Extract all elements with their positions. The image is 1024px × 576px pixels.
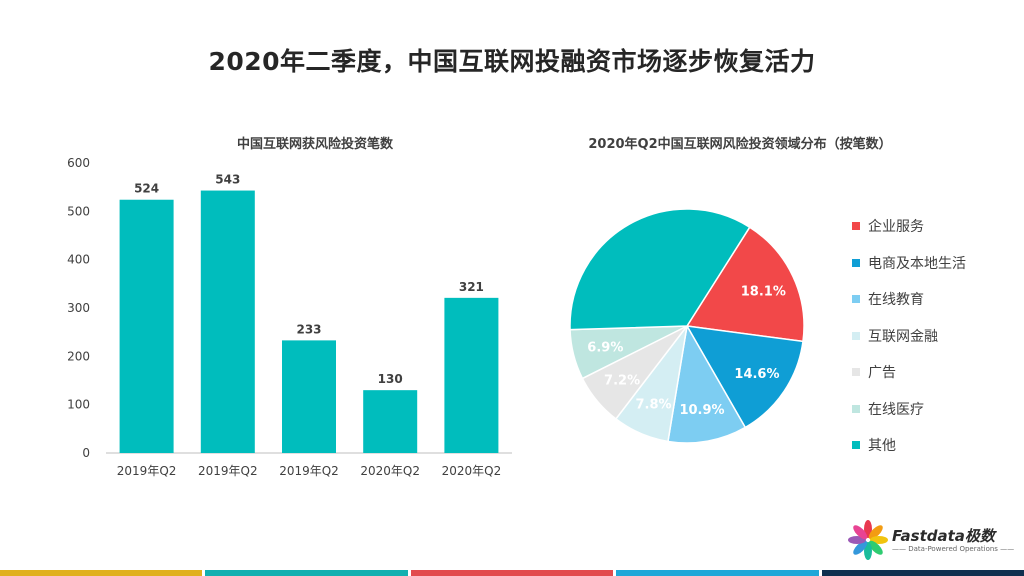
legend-label: 其他 — [868, 438, 896, 455]
legend-item: 电商及本地生活 — [852, 245, 966, 282]
bar-value-label: 233 — [296, 322, 321, 336]
legend-swatch — [852, 331, 860, 340]
x-tick-label: 2019年Q2 — [117, 464, 177, 478]
x-tick-label: 2020年Q2 — [360, 464, 420, 478]
flower-logo-icon — [848, 520, 888, 560]
pie-slice-label: 14.6% — [734, 367, 779, 382]
bar-value-label: 524 — [134, 182, 159, 196]
pie-slice — [570, 208, 751, 331]
legend-swatch — [852, 368, 860, 377]
footer-color-segment — [821, 570, 1024, 576]
legend-swatch — [852, 441, 860, 450]
x-tick-label: 2019年Q2 — [198, 464, 258, 478]
fastdata-logo: Fastdata极数 —— Data-Powered Operations —— — [846, 518, 1014, 566]
footer-color-segment — [0, 570, 203, 576]
x-tick-label: 2019年Q2 — [279, 464, 339, 478]
bar-value-label: 321 — [459, 280, 484, 294]
legend-swatch — [852, 295, 860, 304]
legend-item: 企业服务 — [852, 208, 966, 245]
legend-label: 互联网金融 — [868, 328, 938, 345]
bar — [200, 190, 255, 454]
bar — [444, 297, 499, 453]
pie-slice-label: 18.1% — [741, 284, 786, 299]
legend-swatch — [852, 258, 860, 267]
bar — [363, 390, 418, 453]
y-tick-label: 600 — [67, 156, 90, 170]
legend-item: 其他 — [852, 427, 966, 464]
y-tick-label: 0 — [82, 446, 90, 460]
pie-slice-label: 10.9% — [679, 403, 724, 418]
x-tick-label: 2020年Q2 — [442, 464, 502, 478]
pie-chart: 18.1% 14.6% 10.9% 7.8% 7.2% 6.9% — [570, 208, 805, 444]
bar-value-label: 130 — [378, 372, 403, 386]
legend-label: 在线医疗 — [868, 401, 924, 418]
pie-slice — [685, 325, 804, 429]
pie-slice — [667, 323, 747, 444]
legend-label: 企业服务 — [868, 219, 924, 236]
footer-color-segment — [410, 570, 614, 576]
legend-label: 广告 — [868, 365, 896, 382]
y-tick-label: 300 — [67, 301, 90, 315]
pie-slice — [685, 226, 805, 343]
pie-slice-label: 7.2% — [604, 374, 640, 389]
footer-color-segment — [205, 570, 408, 576]
pie-chart-title: 2020年Q2中国互联网风险投资领域分布（按笔数） — [588, 137, 892, 152]
pie-slice-label: 7.8% — [636, 397, 672, 412]
bar-chart: 0 100 200 300 400 500 600 524 2019年Q2 543 2019年Q2 2… — [67, 156, 512, 478]
bar-chart-title: 中国互联网获风险投资笔数 — [236, 137, 393, 152]
legend-item: 互联网金融 — [852, 318, 966, 355]
bar — [282, 340, 336, 453]
legend-label: 电商及本地生活 — [868, 255, 966, 272]
page-title: 2020年二季度，中国互联网投融资市场逐步恢复活力 — [208, 47, 816, 76]
pie-legend: 企业服务电商及本地生活 在线教育互联网金融广告在线医疗其他 — [852, 208, 966, 464]
y-tick-label: 400 — [67, 253, 90, 267]
bar — [119, 199, 174, 453]
y-tick-label: 500 — [67, 204, 90, 218]
legend-label: 在线教育 — [868, 292, 924, 309]
pie-slice-label: 6.9% — [587, 341, 623, 356]
legend-swatch — [852, 404, 860, 413]
legend-item: 在线医疗 — [852, 391, 966, 428]
footer-color-segment — [616, 570, 819, 576]
logo-wordmark: Fastdata极数 — [892, 527, 995, 545]
y-tick-label: 100 — [67, 398, 90, 412]
legend-item: 在线教育 — [852, 281, 966, 318]
y-tick-label: 200 — [67, 349, 90, 363]
legend-item: 广告 — [852, 354, 966, 391]
footer-color-bar — [0, 570, 1024, 576]
legend-swatch — [852, 222, 860, 231]
logo-tagline: —— Data-Powered Operations —— — [892, 545, 1015, 553]
bar-value-label: 543 — [215, 173, 240, 187]
